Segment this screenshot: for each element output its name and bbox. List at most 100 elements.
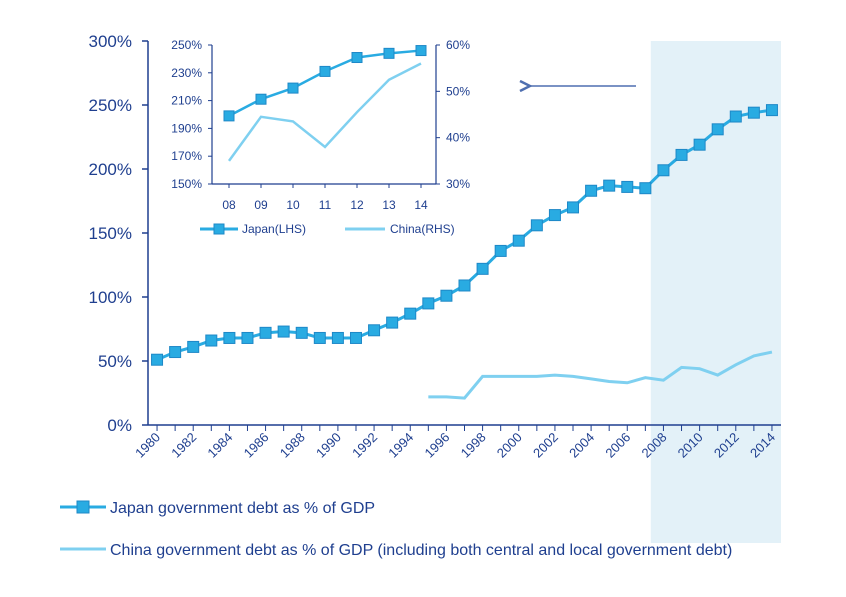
japan-debt-point <box>205 334 218 347</box>
japan-debt-point <box>349 331 362 344</box>
japan-debt-point <box>368 324 381 337</box>
main-y-tick-label: 50% <box>98 352 132 371</box>
main-x-tick-label: 2006 <box>602 430 633 461</box>
main-x-tick-label: 1998 <box>458 430 489 461</box>
main-x-tick-label: 1982 <box>168 430 199 461</box>
inset-x-tick-label: 11 <box>319 198 332 212</box>
inset-left-y-tick-label: 150% <box>171 177 202 191</box>
japan-debt-point <box>512 234 525 247</box>
main-x-tick-label: 1992 <box>349 430 380 461</box>
japan-debt-point <box>675 148 688 161</box>
inset-legend-japan-marker <box>213 223 225 235</box>
main-x-tick-label: 1996 <box>421 430 452 461</box>
japan-debt-point <box>169 346 182 359</box>
main-y-tick-label: 200% <box>89 160 132 179</box>
inset-legend-japan-label: Japan(LHS) <box>242 222 306 236</box>
inset-japan-point <box>319 65 331 77</box>
japan-debt-point <box>657 164 670 177</box>
japan-debt-point <box>729 110 742 123</box>
japan-debt-point <box>295 326 308 339</box>
japan-debt-point <box>711 123 724 136</box>
main-x-tick-label: 1986 <box>241 430 272 461</box>
inset-x-tick-label: 12 <box>350 198 364 212</box>
inset-left-y-tick-label: 210% <box>171 94 202 108</box>
japan-debt-point <box>693 138 706 151</box>
inset-japan-line <box>228 49 422 117</box>
japan-debt-point <box>259 326 272 339</box>
japan-debt-point <box>187 340 200 353</box>
inset-right-y-tick-label: 50% <box>446 84 470 98</box>
inset-x-tick-label: 08 <box>222 198 236 212</box>
main-legend: Japan government debt as % of GDP China … <box>60 500 732 559</box>
japan-debt-point <box>440 289 453 302</box>
inset-left-y-tick-label: 170% <box>171 149 202 163</box>
main-y-tick-label: 250% <box>89 96 132 115</box>
inset-japan-point <box>415 45 427 57</box>
japan-debt-point <box>585 184 598 197</box>
main-x-tick-label: 1994 <box>385 430 416 461</box>
japan-debt-point <box>765 104 778 117</box>
inset-x-tick-label: 10 <box>286 198 300 212</box>
main-y-tick-label: 100% <box>89 288 132 307</box>
japan-debt-point <box>494 244 507 257</box>
china-debt-line <box>428 350 773 400</box>
japan-debt-point <box>621 180 634 193</box>
japan-debt-point <box>241 331 254 344</box>
japan-debt-point <box>548 209 561 222</box>
japan-debt-point <box>404 307 417 320</box>
japan-debt-point <box>313 331 326 344</box>
inset-japan-point <box>287 82 299 94</box>
japan-debt-point <box>331 331 344 344</box>
japan-debt-point <box>277 325 290 338</box>
main-y-tick-label: 150% <box>89 224 132 243</box>
main-x-ticks: 1980 1982 1984 1986 1988 1990 1992 1994 1996 1998… <box>132 425 778 461</box>
main-x-tick-label: 1988 <box>277 430 308 461</box>
japan-debt-point <box>530 219 543 232</box>
japan-debt-point <box>151 353 164 366</box>
main-x-tick-label: 1980 <box>132 430 163 461</box>
inset-left-y-tick-label: 250% <box>171 38 202 52</box>
inset-left-y-tick-label: 230% <box>171 66 202 80</box>
inset-right-y-ticks: 30% 40% 50% 60% <box>436 38 470 191</box>
inset-right-y-tick-label: 30% <box>446 177 470 191</box>
inset-japan-point <box>383 47 395 59</box>
japan-debt-point <box>639 182 652 195</box>
inset-legend: Japan(LHS) China(RHS) <box>200 222 455 236</box>
main-x-tick-label: 2002 <box>530 430 561 461</box>
inset-x-tick-label: 13 <box>382 198 396 212</box>
inset-right-y-tick-label: 60% <box>446 38 470 52</box>
inset-right-y-tick-label: 40% <box>446 131 470 145</box>
japan-debt-point <box>458 279 471 292</box>
japan-debt-point <box>603 179 616 192</box>
inset-x-tick-label: 14 <box>414 198 428 212</box>
inset-x-tick-label: 09 <box>254 198 268 212</box>
japan-debt-point <box>422 297 435 310</box>
legend-japan-marker <box>76 500 90 514</box>
inset-china-line <box>227 62 422 162</box>
inset-series <box>223 45 427 162</box>
inset-japan-point <box>223 110 235 122</box>
highlight-band <box>650 41 781 543</box>
main-series <box>151 104 778 400</box>
inset-legend-china-label: China(RHS) <box>390 222 455 236</box>
main-y-tick-label: 300% <box>89 32 132 51</box>
legend-china-label: China government debt as % of GDP (inclu… <box>110 542 732 559</box>
inset-left-y-tick-label: 190% <box>171 121 202 135</box>
inset-left-y-ticks: 150% 170% 190% 210% 230% 250% <box>171 38 212 191</box>
japan-debt-point <box>747 106 760 119</box>
main-x-tick-label: 2000 <box>494 430 525 461</box>
main-y-tick-label: 0% <box>107 416 132 435</box>
main-x-tick-label: 1984 <box>204 430 235 461</box>
japan-debt-point <box>476 262 489 275</box>
inset-japan-point <box>351 52 363 64</box>
inset-axes <box>211 45 437 185</box>
main-x-tick-label: 1990 <box>313 430 344 461</box>
japan-debt-point <box>567 201 580 214</box>
japan-debt-point <box>386 316 399 329</box>
legend-japan-label: Japan government debt as % of GDP <box>110 500 375 517</box>
main-y-ticks: 0% 50% 100% 150% 200% 250% 300% <box>89 32 148 435</box>
japan-debt-point <box>223 331 236 344</box>
main-x-tick-label: 2004 <box>566 430 597 461</box>
